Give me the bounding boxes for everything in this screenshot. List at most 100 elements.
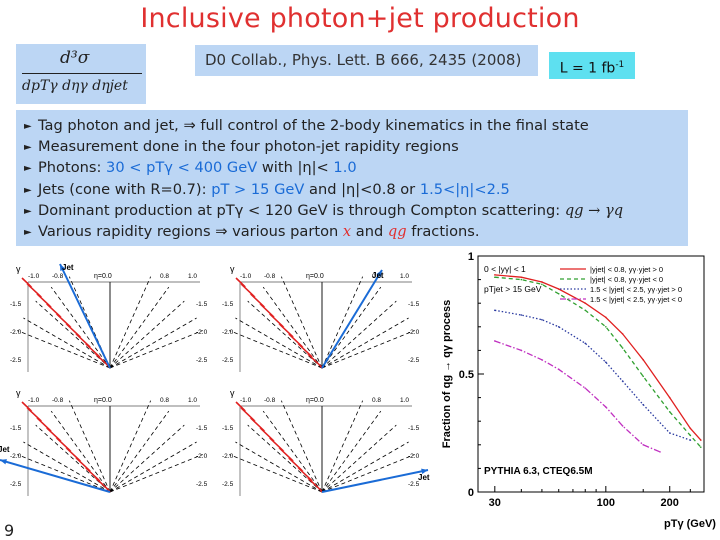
region-annotation: 0 < |yγ| < 1 (484, 264, 526, 274)
rapidity-line (109, 454, 203, 493)
side-rapidity-label: -1.5 (196, 425, 208, 432)
series-point (699, 439, 702, 441)
bullet-item: ► Measurement done in the four photon-jet… (24, 136, 688, 157)
bullet-text: Photons: (38, 159, 107, 177)
qg-fraction-chart: 0 0.5 1 30 100 200 Fraction of qg → qγ process… (441, 252, 716, 530)
series-point (642, 403, 645, 406)
side-rapidity-label: -1.5 (408, 301, 420, 308)
side-rapidity-label: -2.5 (10, 357, 22, 364)
bullet-text: qg → γq (564, 201, 624, 219)
jet-label: Jet (62, 263, 74, 272)
rapidity-line (109, 317, 197, 369)
series-point (642, 359, 645, 361)
bullet-text: Jets (cone with R=0.7): (38, 180, 212, 198)
rapidity-line (109, 400, 152, 493)
cut-annotation: pTjet > 15 GeV (484, 284, 542, 294)
series-point (605, 326, 607, 328)
rapidity-line (235, 441, 323, 493)
formula-box (16, 44, 146, 104)
bullet-marker: ► (24, 226, 32, 238)
series-point (621, 347, 624, 349)
rapidity-line (321, 317, 409, 369)
side-rapidity-label: -2.0 (196, 329, 208, 336)
bullet-list: ► Tag photon and jet, ⇒ full control of t… (16, 110, 688, 246)
x-tick-label: 100 (597, 497, 615, 509)
series-point (605, 361, 607, 363)
series-point (541, 283, 543, 286)
bullet-text: x (342, 222, 352, 240)
jet-label: Jet (0, 445, 10, 454)
side-rapidity-label: -2.0 (222, 453, 234, 460)
side-rapidity-label: -2.5 (408, 481, 420, 488)
side-rapidity-label: -2.0 (408, 453, 420, 460)
jet-arrowhead (376, 270, 382, 277)
bullet-item: ► Jets (cone with R=0.7): pT > 15 GeV and… (24, 179, 688, 200)
series-point (557, 326, 560, 328)
rapidity-line (109, 424, 185, 493)
rapidity-line (17, 330, 111, 369)
jet-arrowhead (60, 264, 66, 271)
series-point (642, 375, 645, 378)
rapidity-line (321, 410, 382, 493)
bullet-item: ► Tag photon and jet, ⇒ full control of t… (24, 115, 688, 136)
side-rapidity-label: -2.0 (10, 329, 22, 336)
side-rapidity-label: -2.5 (10, 481, 22, 488)
series-point (689, 439, 692, 441)
page-number: 9 (4, 521, 15, 540)
diagram-panel: η=0.0 -1.0 -0.8 0.8 1.0 -1.5 -1.5 -2.0 -2.0 -2.5 -… (222, 264, 420, 372)
eta-label: η=0.0 (306, 273, 324, 280)
x-tick-label: 200 (661, 497, 679, 509)
side-rapidity-label: -2.0 (196, 453, 208, 460)
legend-entry: |yjet| < 0.8, yγ·yjet > 0 (590, 265, 663, 274)
bullet-marker: ► (24, 184, 32, 196)
luminosity-label: L = 1 fb (559, 60, 616, 77)
side-rapidity-label: -1.5 (196, 301, 208, 308)
formula-denominator: dpTγ dηγ dηjet (22, 78, 128, 94)
series-line (494, 340, 661, 453)
top-rapidity-label: -1.0 (240, 397, 252, 404)
jet-arrowhead (0, 459, 7, 465)
bullet-text: and (351, 222, 388, 240)
side-rapidity-label: -2.0 (408, 329, 420, 336)
photon-label: γ (230, 264, 235, 274)
photon-label: γ (16, 264, 21, 274)
series-point (659, 451, 661, 453)
top-rapidity-label: 1.0 (400, 273, 409, 280)
rapidity-line (17, 454, 111, 493)
legend-entry: 1.5 < |yjet| < 2.5, yγ·yjet > 0 (590, 285, 682, 294)
side-rapidity-label: -2.5 (196, 481, 208, 488)
rapidity-line (321, 454, 415, 493)
rapidity-line (229, 330, 323, 369)
y-tick-label: 1 (468, 252, 474, 263)
bullet-item: ► Dominant production at pTγ < 120 GeV is… (24, 200, 688, 221)
top-rapidity-label: 1.0 (400, 397, 409, 404)
series-point (621, 380, 624, 382)
jet-label: Jet (418, 473, 430, 482)
rapidity-line (235, 317, 323, 369)
luminosity-sup: -1 (615, 60, 625, 70)
series-point (541, 281, 543, 283)
bullet-text: with |η|< (257, 159, 334, 177)
side-rapidity-label: -1.5 (10, 301, 22, 308)
bullet-text: fractions. (406, 222, 480, 240)
top-rapidity-label: -0.8 (52, 273, 64, 280)
eta-label: η=0.0 (94, 273, 112, 280)
bullet-text: 1.5<|η|<2.5 (419, 180, 510, 198)
series-point (642, 444, 645, 446)
photon-zigzag (21, 277, 111, 369)
top-rapidity-label: -0.8 (52, 397, 64, 404)
series-point (541, 318, 543, 321)
series-point (520, 278, 523, 281)
series-point (621, 425, 624, 427)
side-rapidity-label: -1.5 (408, 425, 420, 432)
rapidity-line (321, 400, 364, 493)
rapidity-line (109, 286, 170, 369)
top-rapidity-label: 1.0 (188, 397, 197, 404)
top-rapidity-label: 0.8 (372, 397, 381, 404)
series-point (520, 276, 523, 279)
series-point (557, 288, 560, 290)
series-point (689, 434, 692, 437)
photon-zigzag (21, 401, 111, 493)
x-axis-label: pTγ (GeV) (664, 518, 716, 530)
rapidity-line (109, 441, 197, 493)
